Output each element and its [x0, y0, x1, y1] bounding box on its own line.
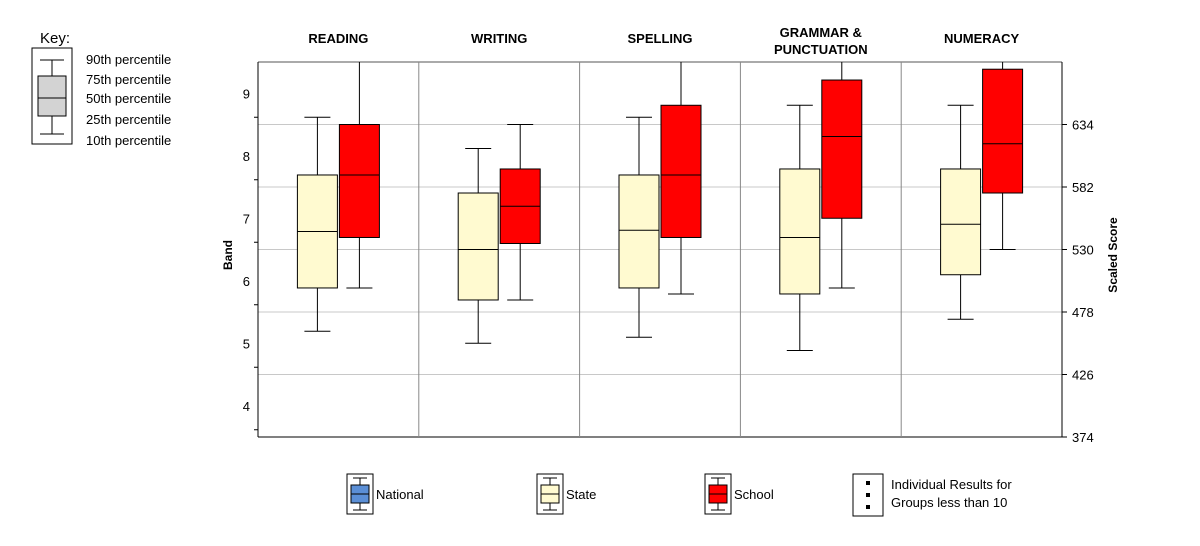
- category-title-numeracy-line1: NUMERACY: [944, 31, 1019, 46]
- key-box: [37, 75, 67, 117]
- score-tick-label-426: 426: [1072, 368, 1094, 383]
- legend-item-individual-results: Individual Results for Groups less than …: [852, 473, 1012, 517]
- score-tick-label-634: 634: [1072, 118, 1094, 133]
- key-title: Key:: [40, 30, 70, 47]
- legend: National State School Individual Results: [346, 473, 1012, 517]
- key-label-p25: 25th percentile: [86, 112, 171, 127]
- band-tick-label-6: 6: [243, 274, 250, 289]
- school-grammar-punctuation-box: [821, 79, 863, 219]
- legend-label-national: National: [376, 487, 424, 502]
- y-axis-label-scaled-score: Scaled Score: [1106, 217, 1120, 293]
- band-tick-label-8: 8: [243, 149, 250, 164]
- legend-item-school: School: [704, 473, 774, 515]
- legend-dot-2: [866, 493, 870, 497]
- category-title-grammar-punctuation-line2: PUNCTUATION: [774, 42, 868, 57]
- score-tick-label-478: 478: [1072, 305, 1094, 320]
- legend-label-individual-line1: Individual Results for: [891, 477, 1012, 492]
- state-spelling-box: [618, 174, 660, 289]
- score-tick-label-530: 530: [1072, 243, 1094, 258]
- band-tick-label-4: 4: [243, 399, 250, 414]
- legend-label-state: State: [566, 487, 596, 502]
- key-label-p90: 90th percentile: [86, 52, 171, 67]
- school-spelling-box: [660, 104, 702, 238]
- key-label-p50: 50th percentile: [86, 91, 171, 106]
- school-numeracy-box: [982, 68, 1024, 194]
- legend-label-school: School: [734, 487, 774, 502]
- y-axis-label-band: Band: [221, 240, 235, 270]
- band-tick-label-7: 7: [243, 211, 250, 226]
- legend-item-state: State: [536, 473, 596, 515]
- legend-label-individual-line2: Groups less than 10: [891, 495, 1007, 510]
- band-tick-label-9: 9: [243, 86, 250, 101]
- category-title-reading-line1: READING: [308, 31, 368, 46]
- band-tick-label-5: 5: [243, 336, 250, 351]
- legend-item-national: National: [346, 473, 424, 515]
- legend-dot-1: [866, 481, 870, 485]
- key-label-p75: 75th percentile: [86, 72, 171, 87]
- category-title-grammar-punctuation-line1: GRAMMAR &: [780, 25, 862, 40]
- plot-area: 4 5 6 7 8 9 374 426 478 530 582 634 READING WRITING SP…: [243, 25, 1094, 445]
- category-title-writing-line1: WRITING: [471, 31, 527, 46]
- percentile-key: Key: 90th percentile 75th percentile 50t…: [31, 30, 171, 148]
- state-numeracy-box: [940, 168, 982, 276]
- school-reading-box: [338, 124, 380, 238]
- state-writing-box: [457, 192, 499, 301]
- legend-dot-3: [866, 505, 870, 509]
- score-tick-label-582: 582: [1072, 180, 1094, 195]
- score-tick-label-374: 374: [1072, 430, 1094, 445]
- category-title-spelling-line1: SPELLING: [627, 31, 692, 46]
- key-label-p10: 10th percentile: [86, 133, 171, 148]
- state-grammar-punctuation-box: [779, 168, 821, 295]
